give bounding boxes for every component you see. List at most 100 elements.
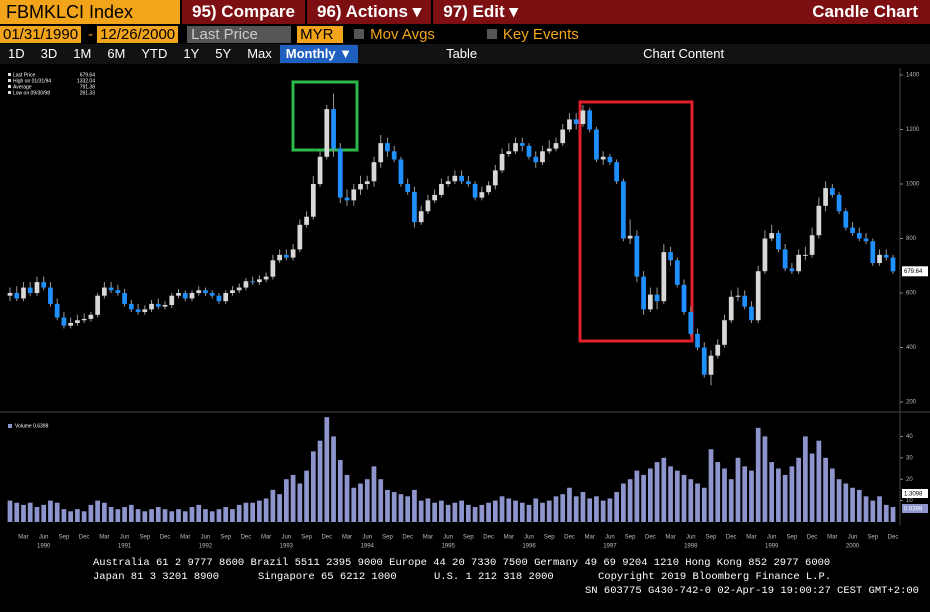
menu-edit[interactable]: 97) Edit ▾ <box>431 0 528 24</box>
candle-body <box>877 254 882 264</box>
candle-body <box>789 268 795 272</box>
legend-label: Last Price <box>13 72 35 78</box>
range-button[interactable]: 3D <box>40 46 58 61</box>
candle-body <box>257 279 262 283</box>
range-button[interactable]: 1M <box>73 46 92 61</box>
volume-bar <box>385 489 390 522</box>
volume-bar <box>486 502 491 522</box>
x-tick-label: Sep <box>544 535 555 541</box>
x-tick-label: Dec <box>241 535 252 541</box>
candle-body <box>560 129 566 144</box>
volume-bar <box>290 474 296 522</box>
range-button[interactable]: Max <box>247 46 272 61</box>
volume-bar <box>209 511 215 522</box>
volume-bar <box>283 479 289 522</box>
range-button[interactable]: 1Y <box>183 46 200 61</box>
volume-bar <box>641 474 646 522</box>
volume-legend: Volume 0.6398 <box>15 423 49 429</box>
range-button[interactable]: 6M <box>107 46 126 61</box>
candle-body <box>108 287 114 291</box>
x-tick-label: Jun <box>362 535 372 541</box>
candle-body <box>674 260 680 285</box>
x-tick-label: Mar <box>261 535 271 541</box>
candle-body <box>829 188 835 195</box>
volume-tick-label: 40 <box>906 434 913 440</box>
candle-body <box>701 347 707 375</box>
volume-bar <box>465 504 471 522</box>
volume-bar <box>803 436 808 522</box>
candle-body <box>61 317 67 326</box>
volume-bar <box>823 457 828 522</box>
footer-text: Copyright 2019 Bloomberg Finance L.P. <box>598 571 832 583</box>
candle-body <box>128 303 134 310</box>
candle-body <box>850 227 855 234</box>
legend-value: 791.38 <box>80 84 96 90</box>
candle-body <box>142 309 148 313</box>
volume-bar <box>95 500 100 522</box>
toolbar: 1D 3D 1M 6M YTD 1Y 5Y Max Monthly ▼ Table Chart… <box>0 44 930 64</box>
x-tick-label: Jun <box>443 535 453 541</box>
range-button[interactable]: 5Y <box>215 46 232 61</box>
volume-bar <box>688 479 694 522</box>
end-date[interactable]: 12/26/2000 <box>97 25 179 43</box>
volume-bar <box>809 453 815 522</box>
volume-bar <box>870 500 876 522</box>
x-tick-label: Mar <box>18 535 28 541</box>
ticker[interactable]: FBMKLCI Index <box>0 0 180 24</box>
candle-body <box>594 129 599 160</box>
field-select[interactable]: Last Price <box>187 25 292 43</box>
volume-bar <box>843 483 849 522</box>
key-events-checkbox[interactable] <box>486 29 497 39</box>
volume-bar <box>432 502 438 522</box>
candle-body <box>135 309 141 313</box>
volume-bar <box>155 507 161 522</box>
candle-body <box>641 276 646 310</box>
key-events[interactable]: Key Events <box>502 25 579 43</box>
mov-avgs-checkbox[interactable] <box>354 29 365 39</box>
candle-body <box>115 290 121 293</box>
menu-actions[interactable]: 96) Actions ▾ <box>304 0 431 24</box>
range-button[interactable]: 1D <box>8 46 25 61</box>
volume-bar <box>863 496 869 522</box>
x-tick-label: Dec <box>160 535 171 541</box>
candle-body <box>445 181 451 184</box>
volume-bar <box>782 474 788 522</box>
volume-bar <box>634 470 640 522</box>
chart-type-title: Candle Chart <box>812 2 918 21</box>
candle-body <box>796 254 801 272</box>
candle-body <box>371 162 377 182</box>
volume-bar <box>479 504 485 522</box>
volume-tag <box>902 489 928 498</box>
x-tick-label: Mar <box>665 535 675 541</box>
table-button[interactable]: Table <box>446 46 478 61</box>
volume-bar <box>48 500 53 522</box>
volume-bar <box>492 500 498 522</box>
start-date[interactable]: 01/31/1990 <box>0 25 82 43</box>
year-label: 1994 <box>361 544 375 550</box>
volume-bar <box>459 500 464 522</box>
candle-body <box>324 109 330 157</box>
chart-content-button[interactable]: Chart Content <box>643 46 725 61</box>
menu-compare[interactable]: 95) Compare <box>180 0 305 24</box>
range-button[interactable]: YTD <box>141 46 168 61</box>
candle-body <box>803 254 808 256</box>
volume-bar <box>344 474 350 522</box>
year-label: 1998 <box>684 544 698 550</box>
range-buttons: 1D 3D 1M 6M YTD 1Y 5Y Max <box>0 44 280 64</box>
period-select[interactable]: Monthly ▼ <box>279 45 359 63</box>
candle-body <box>587 110 593 130</box>
candle-body <box>182 293 188 299</box>
volume-bar <box>681 474 687 522</box>
mov-avgs[interactable]: Mov Avgs <box>370 25 435 43</box>
candle-body <box>7 293 13 296</box>
currency-select[interactable]: MYR <box>297 25 344 43</box>
legend-value: 1332.04 <box>77 78 95 84</box>
volume-bar <box>567 487 572 522</box>
candle-body <box>715 344 721 356</box>
candle-body <box>695 333 700 348</box>
volume-bar <box>331 436 336 522</box>
volume-bar <box>742 466 748 522</box>
candle-body <box>661 252 667 302</box>
volume-bar <box>243 502 249 522</box>
candle-body <box>337 148 343 198</box>
